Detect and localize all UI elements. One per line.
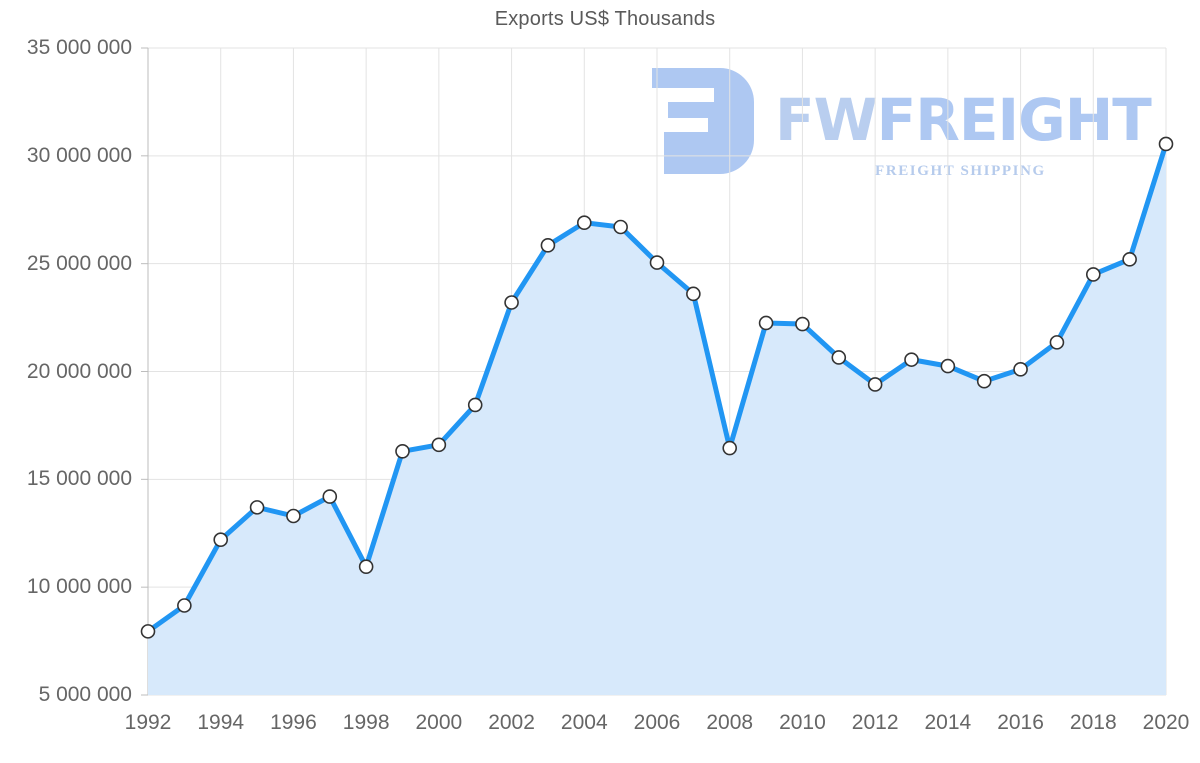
data-point-marker[interactable]	[467, 397, 483, 413]
data-point-marker[interactable]	[758, 315, 774, 331]
data-point-marker[interactable]	[1122, 252, 1137, 267]
data-point-marker[interactable]	[940, 358, 956, 374]
y-axis-tick-label: 5 000 000	[38, 683, 132, 706]
chart-title: Exports US$ Thousands	[0, 8, 1200, 31]
axis-lines	[141, 47, 149, 696]
data-point-marker[interactable]	[1013, 362, 1028, 377]
data-point-marker[interactable]	[504, 295, 519, 310]
y-axis-tick-label: 20 000 000	[26, 359, 132, 383]
x-axis-tick-label: 2000	[415, 711, 463, 734]
x-axis-tick-label: 2004	[560, 711, 608, 734]
data-point-marker[interactable]	[649, 255, 665, 270]
x-axis-tick-label: 2018	[1069, 711, 1117, 734]
data-point-marker[interactable]	[686, 286, 701, 302]
x-axis-tick-label: 2008	[706, 711, 754, 734]
x-axis-tick-label: 2016	[997, 711, 1044, 734]
y-axis-tick-label: 15 000 000	[26, 467, 132, 491]
data-point-marker[interactable]	[140, 624, 156, 639]
y-axis-tick-label: 35 000 000	[26, 36, 132, 59]
x-axis-tick-label: 1992	[124, 711, 172, 734]
x-axis-tick-label: 2014	[924, 711, 972, 734]
data-point-marker[interactable]	[286, 508, 301, 524]
data-point-marker[interactable]	[249, 500, 265, 515]
data-point-marker[interactable]	[976, 373, 992, 389]
x-axis-tick-label: 1996	[270, 711, 317, 734]
data-point-marker[interactable]	[431, 437, 447, 453]
data-point-marker[interactable]	[213, 532, 229, 548]
data-point-marker[interactable]	[576, 215, 592, 230]
y-axis-tick-label: 25 000 000	[26, 251, 132, 275]
data-point-marker[interactable]	[322, 489, 338, 504]
data-point-marker[interactable]	[540, 238, 556, 253]
data-point-marker[interactable]	[177, 598, 192, 613]
x-axis-tick-label: 1998	[342, 711, 390, 734]
data-point-marker[interactable]	[831, 350, 847, 365]
data-point-marker[interactable]	[613, 219, 628, 235]
data-point-marker[interactable]	[1158, 136, 1174, 152]
data-point-marker[interactable]	[795, 316, 810, 332]
chart-title-text: Exports US$ Thousands	[494, 8, 716, 30]
data-point-marker[interactable]	[867, 377, 883, 392]
data-point-marker[interactable]	[722, 440, 738, 456]
data-point-marker[interactable]	[395, 443, 410, 459]
y-axis-tick-label: 30 000 000	[26, 143, 132, 167]
x-axis-tick-label: 2002	[488, 711, 535, 734]
x-axis-tick-label: 2020	[1142, 711, 1190, 734]
y-axis-tick-label: 10 000 000	[26, 575, 132, 599]
data-point-marker[interactable]	[904, 352, 919, 367]
series-markers	[140, 136, 1174, 639]
x-axis-tick-label: 1994	[197, 711, 245, 734]
data-point-marker[interactable]	[1049, 335, 1065, 350]
data-point-marker[interactable]	[358, 559, 374, 574]
x-axis-tick-label: 2010	[779, 711, 826, 734]
series-area	[148, 143, 1166, 696]
data-point-marker[interactable]	[1085, 267, 1101, 282]
x-axis-tick-label: 2012	[851, 711, 899, 734]
x-axis-tick-label: 2006	[633, 711, 681, 734]
